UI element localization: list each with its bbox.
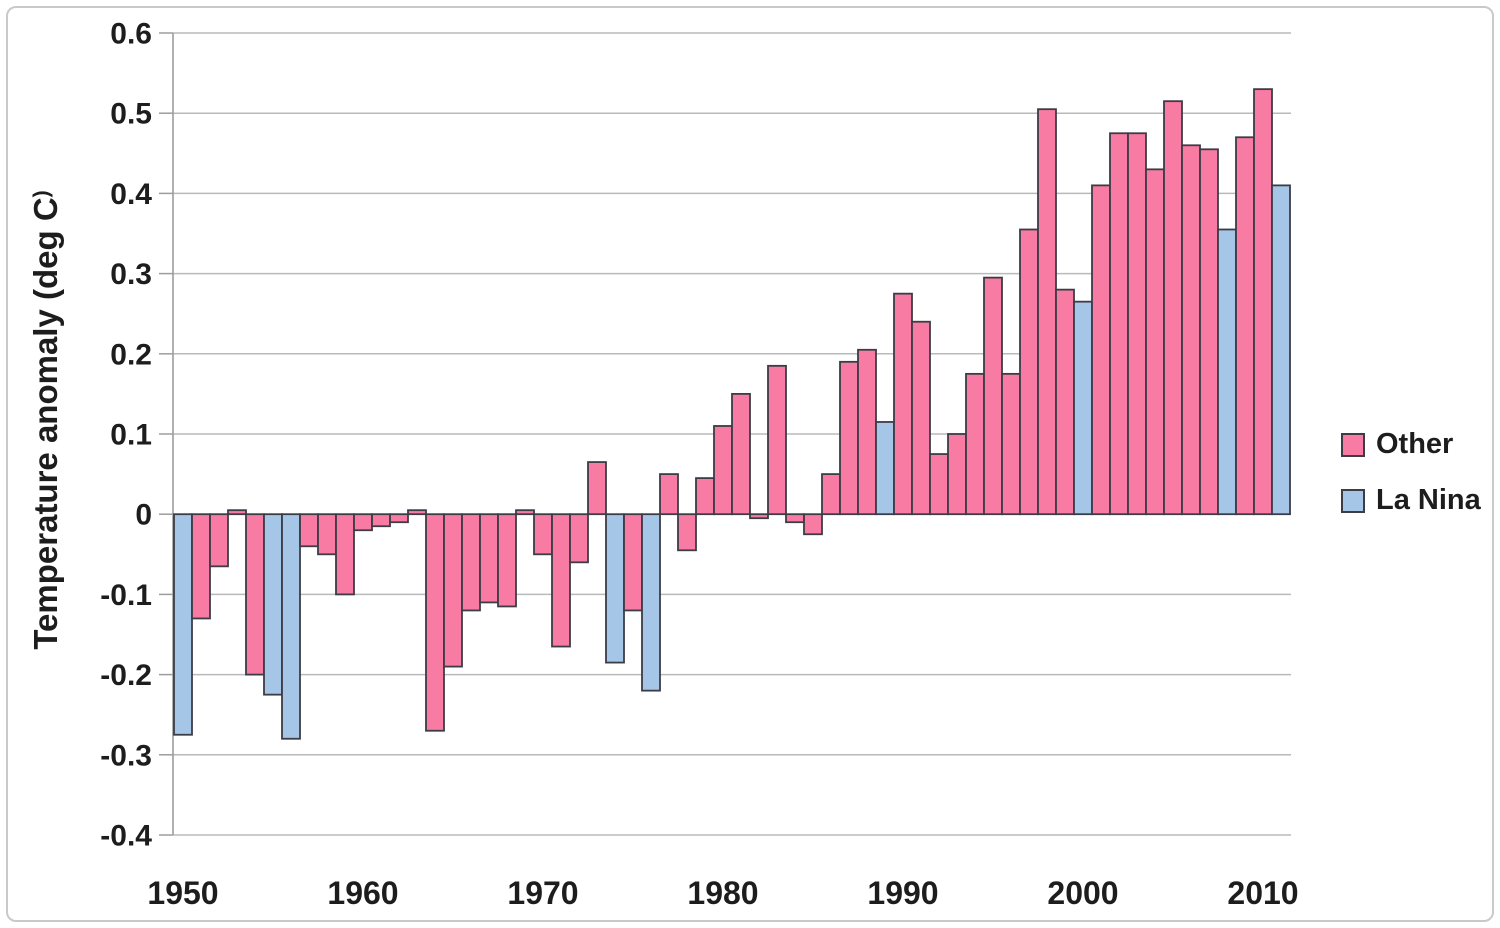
y-tick-labels: 0.6 0.5 0.4 0.3 0.2 0.1 0 -0.1 -0.2 -0.3 -0.4 <box>100 18 152 853</box>
legend-item-la-nina: La Nina <box>1341 486 1481 515</box>
bar-1982 <box>749 513 769 520</box>
bar-2005 <box>1163 100 1183 516</box>
y-tick-label: -0.3 <box>100 739 152 772</box>
bar-1958 <box>317 513 337 556</box>
bar-1965 <box>443 513 463 668</box>
bar-1998 <box>1037 108 1057 516</box>
y-tick-label: 0.3 <box>110 258 152 291</box>
bar-2000 <box>1073 300 1093 516</box>
x-tick-label: 2010 <box>1227 875 1298 911</box>
bar-1959 <box>335 513 355 596</box>
x-tick-label: 2000 <box>1047 875 1118 911</box>
bar-1992 <box>929 453 949 516</box>
bar-2011 <box>1271 184 1291 516</box>
legend-item-other: Other <box>1341 430 1481 459</box>
bar-1993 <box>947 433 967 516</box>
legend-swatch-other <box>1341 432 1365 457</box>
bar-1999 <box>1055 288 1075 516</box>
bar-1986 <box>821 473 841 516</box>
bar-1971 <box>551 513 571 648</box>
bar-1994 <box>965 372 985 516</box>
bar-2007 <box>1199 148 1219 516</box>
y-tick-label: 0 <box>135 499 152 532</box>
legend-label-la-nina: La Nina <box>1376 484 1481 516</box>
bar-2004 <box>1145 168 1165 516</box>
bar-1997 <box>1019 228 1039 516</box>
y-tick-label: 0.6 <box>110 18 152 51</box>
x-tick-label: 1980 <box>687 875 758 911</box>
bar-1995 <box>983 276 1003 516</box>
bar-1963 <box>407 509 427 516</box>
x-tick-label: 1960 <box>327 875 398 911</box>
bar-2002 <box>1109 132 1129 516</box>
bar-1964 <box>425 513 445 732</box>
bar-1984 <box>785 513 805 524</box>
bar-1978 <box>677 513 697 552</box>
bars <box>173 88 1291 740</box>
bar-1988 <box>857 348 877 516</box>
bar-1950 <box>173 513 193 736</box>
bar-1979 <box>695 477 715 516</box>
y-tick-label: -0.2 <box>100 659 152 692</box>
bar-1987 <box>839 360 859 516</box>
bar-1990 <box>893 292 913 516</box>
bar-1989 <box>875 421 895 516</box>
bar-1961 <box>371 513 391 528</box>
x-tick-label: 1950 <box>147 875 218 911</box>
bar-2009 <box>1235 136 1255 516</box>
x-tick-label: 1970 <box>507 875 578 911</box>
y-tick-label: 0.5 <box>110 98 152 131</box>
bar-1962 <box>389 513 409 524</box>
y-tick-label: 0.4 <box>110 178 152 211</box>
bar-1966 <box>461 513 481 612</box>
bar-1956 <box>281 513 301 740</box>
bar-1951 <box>191 513 211 620</box>
bar-1974 <box>605 513 625 664</box>
y-axis <box>159 32 174 836</box>
y-tick-label: 0.2 <box>110 338 152 371</box>
bar-1969 <box>515 509 535 516</box>
bar-1955 <box>263 513 283 696</box>
bar-1957 <box>299 513 319 548</box>
x-tick-labels: 1950 1960 1970 1980 1990 2000 2010 <box>147 875 1298 911</box>
bar-1970 <box>533 513 553 556</box>
bar-1968 <box>497 513 517 608</box>
bar-2003 <box>1127 132 1147 516</box>
bar-1996 <box>1001 372 1021 516</box>
bar-1973 <box>587 461 607 516</box>
y-axis-title: Temperature anomaly (deg C) <box>27 190 64 649</box>
bar-2008 <box>1217 228 1237 516</box>
bar-1983 <box>767 364 787 516</box>
bar-1960 <box>353 513 373 532</box>
legend-label-other: Other <box>1376 428 1454 460</box>
legend-swatch-la-nina <box>1341 488 1365 513</box>
y-tick-label: -0.4 <box>100 820 152 853</box>
bar-2001 <box>1091 184 1111 516</box>
bar-1954 <box>245 513 265 676</box>
x-tick-label: 1990 <box>867 875 938 911</box>
y-tick-label: -0.1 <box>100 579 152 612</box>
bar-1985 <box>803 513 823 536</box>
bar-1953 <box>227 509 247 516</box>
bar-1991 <box>911 320 931 516</box>
bar-1967 <box>479 513 499 604</box>
bar-1975 <box>623 513 643 612</box>
bar-1977 <box>659 473 679 516</box>
bar-2006 <box>1181 144 1201 516</box>
bar-1952 <box>209 513 229 568</box>
bar-1976 <box>641 513 661 692</box>
bar-2010 <box>1253 88 1273 516</box>
legend: Other La Nina <box>1341 430 1481 542</box>
bar-1972 <box>569 513 589 564</box>
bar-1980 <box>713 425 733 516</box>
bar-1981 <box>731 392 751 516</box>
y-tick-label: 0.1 <box>110 419 152 452</box>
